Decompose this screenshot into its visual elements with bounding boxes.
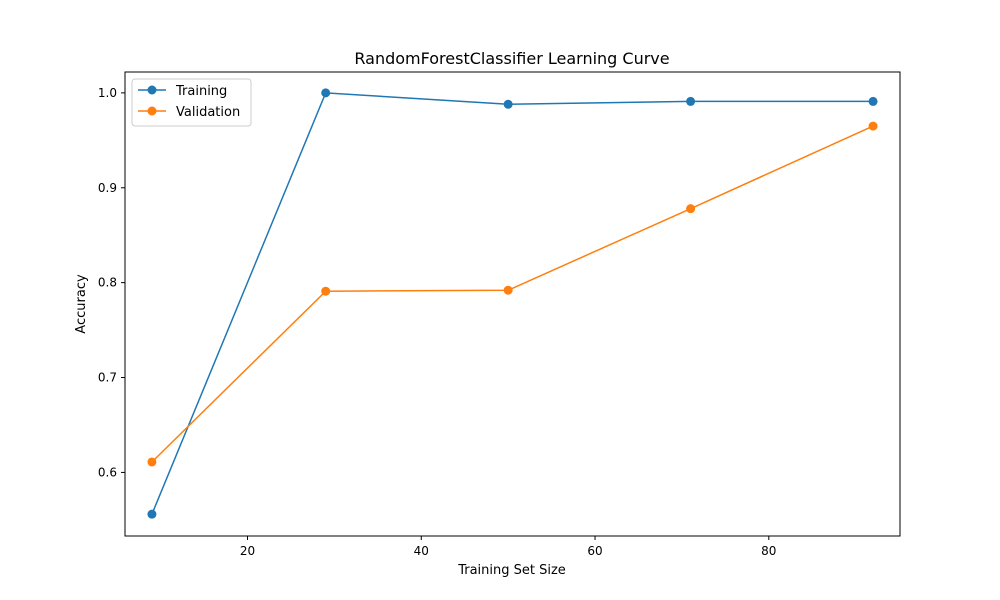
legend-marker-validation [147,106,157,116]
y-tick-label: 0.8 [98,276,117,290]
series-layer [147,88,878,519]
x-tick-label: 60 [587,544,602,558]
data-point-training [686,96,696,106]
data-point-training [868,96,878,106]
y-tick-label: 0.7 [98,371,117,385]
legend: Training Validation [131,78,252,127]
y-tick-label: 0.9 [98,181,117,195]
data-point-validation [147,457,157,467]
legend-label-training: Training [175,84,227,99]
y-axis-label: Accuracy [74,274,89,334]
y-tick-label: 1.0 [98,86,117,100]
x-axis-label: Training Set Size [457,563,566,578]
x-tick-label: 80 [761,544,776,558]
data-point-validation [868,121,878,131]
data-point-training [147,509,157,519]
x-tick-label: 20 [240,544,255,558]
x-axis: 20 40 60 80 [240,536,776,558]
data-point-training [321,88,331,98]
data-point-validation [321,286,331,296]
legend-marker-training [147,85,157,95]
plot-area-frame [124,71,901,537]
y-tick-label: 0.6 [98,465,117,479]
data-point-validation [686,204,696,214]
x-tick-label: 40 [414,544,429,558]
chart-title: RandomForestClassifier Learning Curve [354,49,669,68]
legend-label-validation: Validation [176,105,240,120]
data-point-validation [503,285,513,295]
y-axis: 0.6 0.7 0.8 0.9 1.0 [98,86,125,479]
data-point-training [503,99,513,109]
